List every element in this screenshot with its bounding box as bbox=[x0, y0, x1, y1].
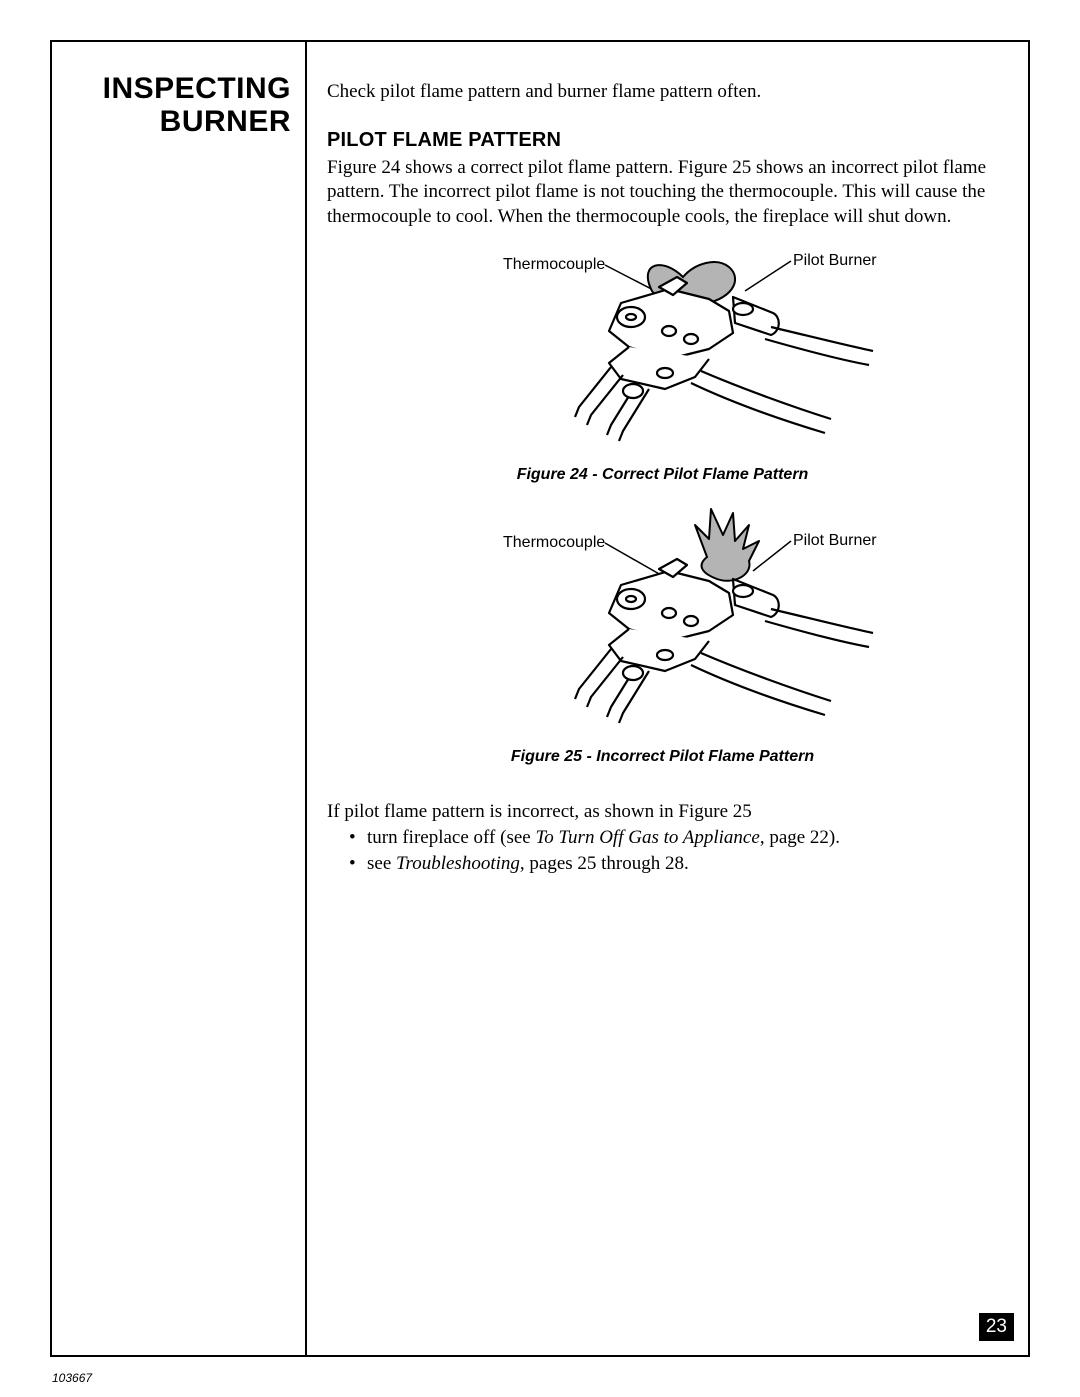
bullet-text: , pages 25 through 28. bbox=[520, 853, 689, 874]
subsection-heading: Pilot Flame Pattern bbox=[327, 128, 998, 154]
pilot-burner-label: Pilot Burner bbox=[793, 252, 877, 269]
bullet-text: see bbox=[367, 853, 396, 874]
document-id: 103667 bbox=[52, 1371, 92, 1385]
section-title: INSPECTING BURNER bbox=[66, 72, 291, 138]
pilot-burner-label: Pilot Burner bbox=[793, 532, 877, 549]
manual-page: INSPECTING BURNER Check pilot flame patt… bbox=[0, 0, 1080, 1397]
action-list: turn fireplace off (see To Turn Off Gas … bbox=[327, 826, 998, 877]
left-column: INSPECTING BURNER bbox=[52, 42, 307, 1355]
title-line-2: BURNER bbox=[160, 105, 291, 138]
page-frame: INSPECTING BURNER Check pilot flame patt… bbox=[50, 40, 1030, 1357]
thermocouple-label: Thermocouple bbox=[503, 534, 605, 551]
bullet-italic: To Turn Off Gas to Appliance bbox=[535, 827, 759, 848]
pilot-assembly-correct-icon: Thermocouple Pilot Burner bbox=[433, 239, 893, 459]
right-column: Check pilot flame pattern and burner fla… bbox=[307, 42, 1028, 1355]
intro-paragraph: Check pilot flame pattern and burner fla… bbox=[327, 80, 998, 104]
list-item: see Troubleshooting, pages 25 through 28… bbox=[367, 852, 998, 876]
list-item: turn fireplace off (see To Turn Off Gas … bbox=[367, 826, 998, 850]
figure-25: Thermocouple Pilot Burner bbox=[327, 491, 998, 767]
bullet-text: , page 22). bbox=[760, 827, 840, 848]
thermocouple-label: Thermocouple bbox=[503, 256, 605, 273]
bullet-text: turn fireplace off (see bbox=[367, 827, 535, 848]
figure-24: Thermocouple Pilot Burner bbox=[327, 239, 998, 485]
title-line-1: INSPECTING bbox=[103, 72, 291, 105]
incorrect-intro: If pilot flame pattern is incorrect, as … bbox=[327, 800, 998, 824]
pilot-assembly-incorrect-icon: Thermocouple Pilot Burner bbox=[433, 491, 893, 741]
figure-25-caption: Figure 25 - Incorrect Pilot Flame Patter… bbox=[327, 747, 998, 767]
figure-24-caption: Figure 24 - Correct Pilot Flame Pattern bbox=[327, 465, 998, 485]
body-paragraph: Figure 24 shows a correct pilot flame pa… bbox=[327, 156, 998, 229]
page-number: 23 bbox=[979, 1313, 1014, 1341]
bullet-italic: Troubleshooting bbox=[396, 853, 520, 874]
